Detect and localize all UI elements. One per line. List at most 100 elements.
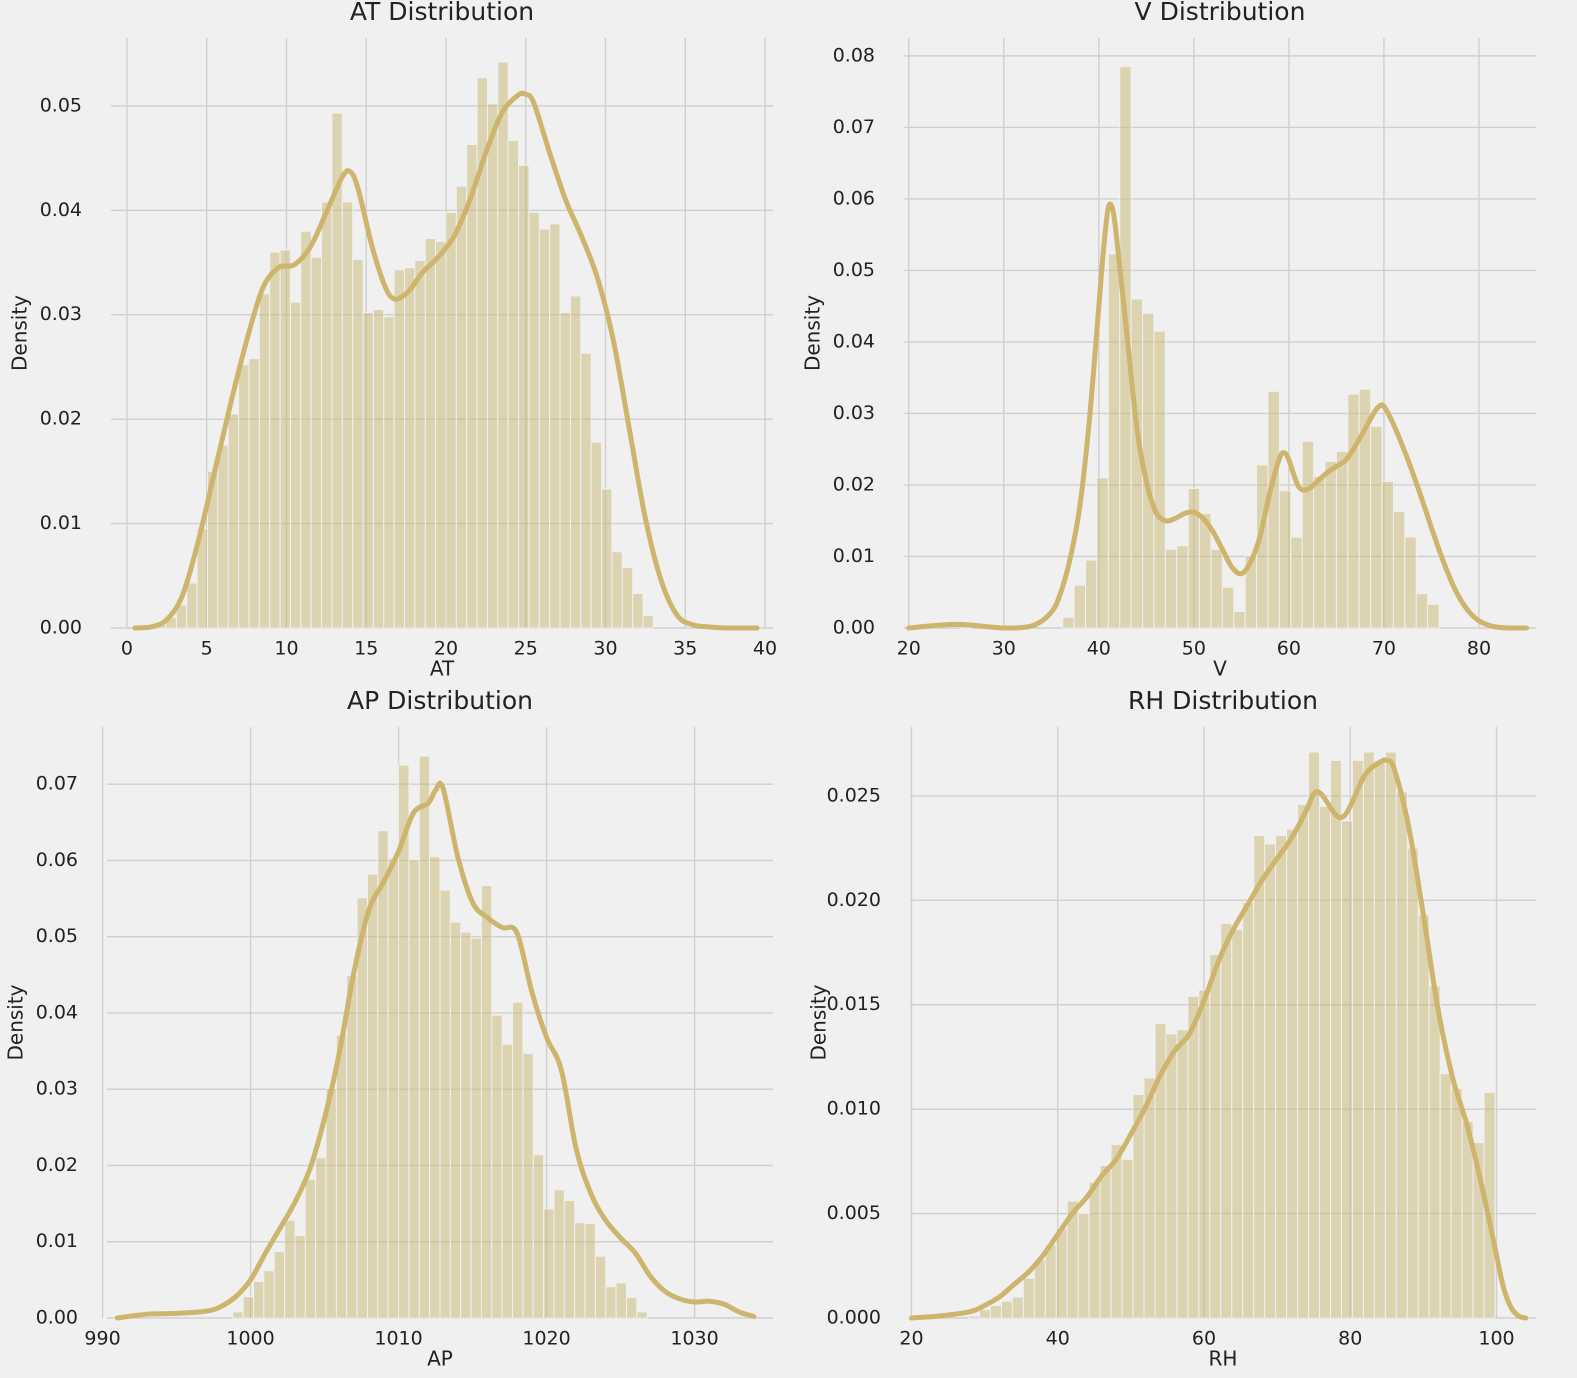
histogram-bar — [1033, 1259, 1046, 1319]
y-tick-label: 0.020 — [827, 889, 881, 911]
histogram-bar — [460, 931, 472, 1319]
x-tick-label: 1020 — [522, 1328, 570, 1350]
x-tick-label: 30 — [593, 638, 617, 660]
chart-title: AT Distribution — [350, 0, 534, 26]
histogram-bar — [1187, 995, 1200, 1319]
histogram-bar — [414, 259, 426, 629]
histogram-bar — [1313, 475, 1326, 629]
y-tick-label: 0.06 — [36, 849, 78, 871]
x-tick-label: 35 — [673, 638, 697, 660]
y-tick-label: 0.00 — [36, 1307, 78, 1329]
x-tick-label: 20 — [899, 1328, 923, 1350]
histogram-bar — [1253, 835, 1266, 1319]
histogram-bar — [352, 258, 364, 629]
histogram-bar — [501, 1043, 514, 1319]
y-tick-label: 0.010 — [827, 1098, 881, 1120]
y-tick-label: 0.01 — [36, 1230, 78, 1252]
histogram-bar — [522, 1052, 534, 1319]
x-tick-label: 20 — [434, 638, 458, 660]
histogram-bar — [549, 223, 561, 629]
histogram-bar — [1022, 1277, 1035, 1319]
histogram-bar — [289, 301, 302, 629]
y-tick-label: 0.04 — [833, 330, 875, 352]
x-tick-label: 80 — [1338, 1328, 1362, 1350]
y-tick-label: 0.05 — [833, 259, 875, 281]
histogram-bar — [1417, 914, 1430, 1319]
histogram-bar — [1392, 510, 1406, 629]
x-tick-label: 60 — [1277, 638, 1301, 660]
x-tick-label: 15 — [354, 638, 378, 660]
y-tick-label: 0.03 — [40, 303, 82, 325]
histogram-bar — [346, 975, 358, 1319]
y-tick-label: 0.08 — [833, 44, 875, 66]
histogram-bar — [584, 1222, 596, 1319]
histogram-bar — [1176, 545, 1189, 629]
histogram-bar — [1062, 616, 1075, 629]
kde-curve — [114, 780, 757, 1321]
histogram-bar — [1381, 480, 1394, 629]
histogram-bar — [543, 1208, 555, 1319]
histogram-bar — [968, 1315, 980, 1319]
histogram-bar — [1290, 536, 1303, 629]
histogram-bar — [1404, 536, 1417, 629]
x-tick-label: 40 — [1046, 1328, 1070, 1350]
x-axis-label: AT — [430, 657, 455, 681]
histogram-bar — [1286, 828, 1299, 1319]
y-tick-label: 0.005 — [827, 1202, 881, 1224]
histogram-bars — [968, 751, 1496, 1319]
y-tick-label: 0.01 — [833, 545, 875, 567]
y-tick-label: 0.02 — [36, 1154, 78, 1176]
y-tick-label: 0.04 — [36, 1001, 78, 1023]
histogram-bars — [155, 61, 654, 629]
histogram-bar — [1199, 513, 1212, 629]
histogram-bar — [366, 873, 379, 1319]
histogram-bar — [1267, 390, 1280, 629]
histogram-bar — [258, 293, 271, 629]
x-tick-label: 20 — [897, 638, 921, 660]
histogram-bar — [1427, 603, 1440, 629]
y-axis-label: Density — [801, 295, 825, 371]
histogram-bar — [1335, 450, 1349, 629]
histogram-bar — [507, 139, 520, 629]
y-tick-label: 0.07 — [833, 116, 875, 138]
histogram-bar — [315, 1157, 327, 1319]
histogram-bar — [625, 1296, 638, 1319]
histogram-bar — [1275, 835, 1288, 1319]
x-tick-label: 1010 — [374, 1328, 422, 1350]
histogram-bar — [978, 1309, 991, 1319]
histogram-bar — [253, 1280, 265, 1319]
y-axis-label: Density — [8, 295, 32, 371]
histogram-bar — [466, 144, 478, 629]
y-tick-label: 0.00 — [40, 617, 82, 639]
histogram-bar — [217, 444, 229, 629]
x-tick-label: 1030 — [670, 1328, 718, 1350]
histogram-bar — [1406, 847, 1419, 1319]
y-tick-label: 0.03 — [833, 402, 875, 424]
chart-title: V Distribution — [1135, 0, 1306, 26]
histogram-bar — [1110, 1144, 1123, 1319]
histogram-bar — [362, 312, 374, 629]
x-axis-label: AP — [427, 1347, 453, 1371]
histogram-bar — [1330, 759, 1342, 1319]
histogram-bar — [1198, 989, 1211, 1319]
histogram-bar — [1428, 985, 1441, 1319]
histogram-bar — [263, 1270, 275, 1319]
gridlines — [910, 727, 1536, 1319]
histogram-bar — [594, 1255, 607, 1319]
histogram-bar — [232, 1311, 244, 1319]
x-tick-label: 0 — [121, 638, 133, 660]
histogram-bar — [1220, 922, 1233, 1319]
tick-labels: 0 5 10 15 20 25 30 35 40 0.00 0.01 0.02 0.03 0.04 0.05 — [40, 94, 777, 659]
histogram-bar — [989, 1304, 1002, 1319]
histogram-bar — [310, 256, 323, 629]
histogram-bar — [408, 859, 420, 1319]
histogram-bars — [959, 66, 1440, 629]
histogram-bar — [1011, 1296, 1024, 1319]
y-tick-label: 0.05 — [36, 925, 78, 947]
histogram-bar — [387, 858, 400, 1319]
y-tick-label: 0.02 — [40, 408, 82, 430]
histogram-bar — [512, 1001, 524, 1319]
histogram-bar — [1164, 548, 1178, 629]
histogram-bar — [1415, 593, 1429, 629]
